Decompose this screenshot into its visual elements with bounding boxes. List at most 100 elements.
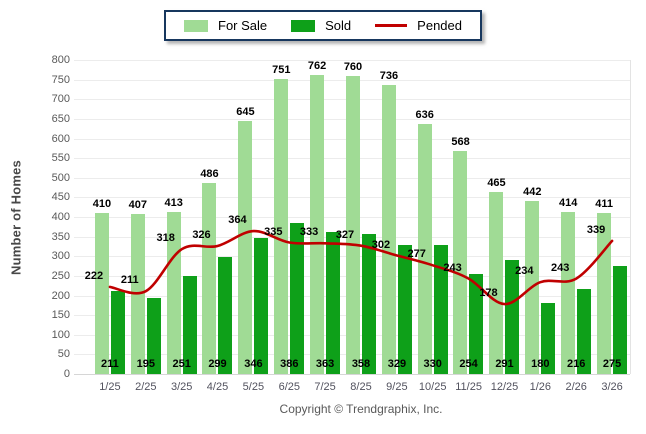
x-tick-label: 3/26 bbox=[601, 381, 623, 393]
sold-swatch-icon bbox=[291, 19, 316, 32]
value-label-for-sale: 465 bbox=[487, 176, 506, 189]
bar-sold bbox=[505, 259, 520, 374]
legend-label-sold: Sold bbox=[325, 18, 352, 33]
y-tick-label: 350 bbox=[51, 230, 70, 243]
value-label-pended: 243 bbox=[443, 261, 462, 274]
value-label-pended: 327 bbox=[335, 228, 355, 241]
x-tick-label: 10/25 bbox=[418, 381, 447, 393]
y-tick-label: 50 bbox=[57, 348, 70, 361]
y-tick-label: 150 bbox=[51, 309, 70, 322]
legend: For Sale Sold Pended bbox=[164, 10, 482, 41]
value-label-pended: 243 bbox=[551, 261, 570, 274]
value-label-for-sale: 751 bbox=[272, 64, 291, 77]
value-label-for-sale: 762 bbox=[307, 59, 327, 72]
value-label-sold: 386 bbox=[280, 358, 299, 370]
x-tick-label: 12/25 bbox=[490, 381, 519, 393]
y-tick-label: 650 bbox=[51, 112, 70, 125]
value-label-sold: 358 bbox=[351, 358, 371, 370]
value-label-for-sale: 414 bbox=[559, 196, 578, 209]
y-tick-label: 300 bbox=[51, 250, 70, 263]
gridline bbox=[74, 374, 630, 375]
value-label-sold: 329 bbox=[387, 358, 407, 370]
value-label-for-sale: 645 bbox=[236, 105, 255, 118]
bar-for-sale bbox=[309, 74, 324, 374]
copyright: Copyright © Trendgraphix, Inc. bbox=[279, 402, 443, 416]
x-tick-label: 2/26 bbox=[565, 381, 587, 393]
bar-sold bbox=[397, 244, 412, 374]
bar-sold bbox=[290, 222, 305, 374]
y-tick-label: 200 bbox=[51, 289, 70, 302]
bar-for-sale bbox=[453, 151, 468, 374]
value-label-pended: 234 bbox=[515, 265, 534, 278]
value-label-sold: 330 bbox=[423, 358, 442, 370]
y-tick-label: 400 bbox=[51, 211, 70, 223]
x-tick-label: 5/25 bbox=[242, 381, 265, 393]
y-tick-label: 750 bbox=[51, 73, 70, 86]
value-label-sold: 363 bbox=[315, 358, 335, 370]
bar-for-sale bbox=[274, 79, 289, 374]
x-tick-label: 4/25 bbox=[206, 381, 229, 393]
value-label-for-sale: 636 bbox=[415, 109, 434, 122]
value-label-pended: 335 bbox=[264, 225, 283, 238]
value-label-sold: 254 bbox=[459, 358, 478, 370]
value-label-for-sale: 413 bbox=[164, 196, 183, 209]
plot-area: 0 50 100 150 200 250 300 350 400 450 500 550 600 650 7… bbox=[52, 54, 631, 393]
value-label-pended: 364 bbox=[228, 214, 247, 227]
value-label-sold: 291 bbox=[495, 358, 514, 370]
x-tick-label: 6/25 bbox=[278, 381, 300, 393]
x-tick-label: 11/25 bbox=[455, 381, 482, 393]
value-label-for-sale: 736 bbox=[379, 70, 399, 83]
y-tick-label: 800 bbox=[51, 54, 70, 66]
plot-right-border bbox=[630, 60, 631, 374]
value-label-for-sale: 486 bbox=[200, 168, 219, 181]
x-tick-label: 2/25 bbox=[135, 381, 157, 393]
bar-for-sale bbox=[561, 211, 575, 374]
bar-for-sale bbox=[381, 85, 396, 374]
y-tick-label: 0 bbox=[63, 368, 70, 380]
bar-sold bbox=[254, 238, 269, 374]
value-label-for-sale: 410 bbox=[92, 198, 112, 211]
y-tick-label: 500 bbox=[51, 171, 70, 184]
x-tick-label: 1/25 bbox=[99, 381, 121, 393]
for-sale-swatch-icon bbox=[184, 19, 208, 32]
bar-sold bbox=[577, 289, 591, 374]
x-tick-label: 9/25 bbox=[386, 381, 408, 393]
value-label-sold: 275 bbox=[602, 358, 622, 370]
bar-sold bbox=[361, 233, 376, 374]
value-label-pended: 211 bbox=[120, 274, 139, 287]
bar-for-sale bbox=[238, 120, 253, 374]
value-label-sold: 299 bbox=[208, 358, 227, 370]
bar-for-sale bbox=[489, 191, 504, 374]
value-label-sold: 195 bbox=[136, 358, 155, 370]
value-label-pended: 277 bbox=[407, 248, 426, 261]
value-label-sold: 346 bbox=[244, 358, 263, 370]
value-label-for-sale: 407 bbox=[128, 199, 147, 212]
bar-for-sale bbox=[417, 124, 432, 374]
legend-label-for-sale: For Sale bbox=[218, 18, 268, 33]
bar-sold bbox=[146, 297, 161, 374]
value-label-sold: 251 bbox=[172, 358, 191, 370]
pended-line bbox=[108, 229, 614, 306]
y-tick-label: 450 bbox=[51, 191, 70, 204]
x-tick-label: 3/25 bbox=[170, 381, 193, 393]
bar-sold bbox=[612, 266, 627, 374]
y-axis-title: Number of Homes bbox=[8, 160, 24, 275]
bar-for-sale bbox=[202, 183, 217, 374]
gridline bbox=[74, 60, 630, 61]
value-label-pended: 318 bbox=[156, 232, 175, 245]
value-label-sold: 216 bbox=[567, 358, 586, 370]
y-tick-label: 550 bbox=[51, 152, 70, 165]
bar-sold bbox=[433, 244, 448, 374]
y-tick-label: 700 bbox=[51, 93, 70, 106]
x-tick-label: 8/25 bbox=[350, 381, 372, 393]
y-tick-label: 250 bbox=[51, 269, 70, 282]
x-tick-label: 7/25 bbox=[314, 381, 336, 393]
bar-sold bbox=[469, 274, 484, 374]
y-tick-label: 100 bbox=[51, 328, 70, 341]
bar-for-sale bbox=[94, 213, 109, 374]
value-label-sold: 211 bbox=[101, 358, 119, 370]
value-label-pended: 333 bbox=[299, 226, 319, 239]
y-tick-label: 600 bbox=[51, 132, 70, 145]
legend-label-pended: Pended bbox=[417, 18, 462, 33]
